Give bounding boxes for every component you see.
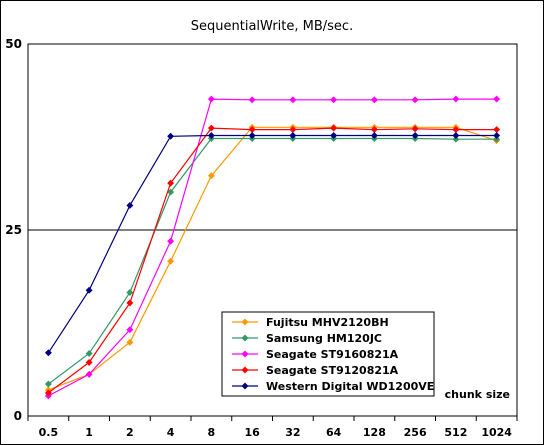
data-point [167, 237, 175, 245]
x-tick-label: 64 [326, 426, 342, 439]
series-line [47, 134, 497, 354]
x-tick-label: 256 [404, 426, 427, 439]
data-point [126, 201, 134, 210]
legend-label: Samsung HM120JC [266, 332, 382, 345]
data-point [207, 95, 215, 103]
data-point [289, 96, 297, 104]
data-point [493, 131, 501, 140]
series-line [48, 137, 497, 385]
chart-title: SequentialWrite, MB/sec. [191, 19, 353, 34]
series-line [48, 126, 497, 391]
data-point [207, 172, 215, 180]
x-axis-label: chunk size [445, 388, 510, 401]
data-point [126, 288, 134, 297]
x-tick-label: 512 [444, 426, 467, 439]
x-tick-label: 8 [208, 426, 216, 439]
data-point [167, 132, 175, 140]
data-point [85, 358, 93, 366]
y-tick-label: 25 [5, 223, 22, 237]
data-point [452, 95, 460, 103]
data-point [44, 349, 52, 357]
x-tick-label: 16 [244, 426, 260, 439]
y-tick-label: 0 [14, 409, 22, 423]
data-point [207, 124, 215, 132]
legend-label: Fujitsu MHV2120BH [266, 316, 389, 329]
legend-label: Western Digital WD1200VE [266, 380, 434, 393]
data-point [207, 131, 215, 140]
legend-swatch-marker [241, 334, 249, 342]
legend-swatch-marker [241, 350, 249, 358]
data-point [452, 135, 460, 143]
legend-label: Seagate ST9120821A [266, 364, 399, 377]
data-point [411, 131, 419, 140]
data-point [126, 326, 134, 334]
data-point [330, 96, 338, 104]
x-tick-label: 0.5 [39, 426, 59, 439]
data-point [411, 96, 419, 104]
data-point [370, 131, 378, 140]
data-point [44, 389, 52, 397]
legend-label: Seagate ST9160821A [266, 348, 399, 361]
data-point [85, 349, 93, 358]
data-point [167, 179, 175, 187]
data-point [330, 124, 338, 132]
legend: Fujitsu MHV2120BH Samsung HM120JC Seagate … [221, 311, 435, 397]
x-tick-label: 4 [167, 426, 175, 439]
data-point [167, 257, 175, 265]
data-point [126, 299, 134, 307]
data-point [85, 370, 93, 378]
data-point [289, 131, 297, 140]
legend-swatch-marker [241, 318, 249, 326]
data-point [370, 96, 378, 104]
data-point [493, 135, 501, 143]
x-tick-label: 1024 [481, 426, 512, 439]
y-tick-label: 50 [5, 37, 22, 51]
legend-swatch-marker [241, 382, 249, 390]
series-line [48, 127, 497, 394]
data-point [44, 380, 52, 388]
data-point [85, 286, 93, 294]
data-point [126, 338, 134, 346]
data-point [248, 96, 256, 104]
x-tick-label: 128 [363, 426, 386, 439]
series-line [48, 98, 497, 397]
data-point [452, 131, 460, 140]
data-point [248, 131, 256, 140]
x-tick-label: 2 [126, 426, 134, 439]
data-point [330, 131, 338, 140]
x-tick-label: 32 [285, 426, 300, 439]
data-point [493, 95, 501, 103]
x-tick-label: 1 [85, 426, 93, 439]
legend-swatch-marker [241, 366, 249, 374]
